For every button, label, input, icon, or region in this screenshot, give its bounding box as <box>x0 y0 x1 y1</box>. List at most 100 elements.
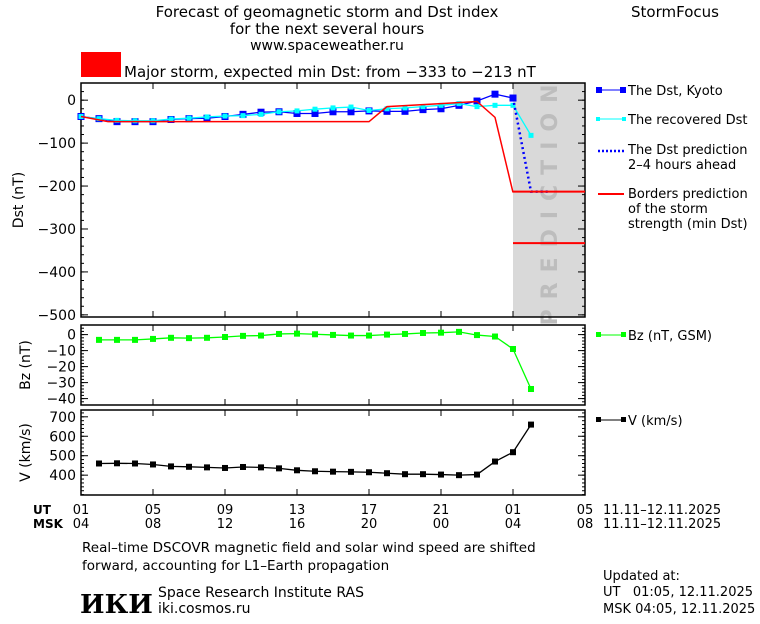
series-v-point <box>438 471 444 478</box>
y-axis-label: Bz (nT) <box>18 340 34 390</box>
legend-v: V (km/s) <box>596 414 683 429</box>
series-v-point <box>510 449 516 456</box>
series-bz-point <box>258 332 264 339</box>
legend-prediction-label-2: 2–4 hours ahead <box>628 158 736 173</box>
y-tick-label: −400 <box>38 265 76 281</box>
panel-frame <box>80 82 586 318</box>
updated-msk: MSK 04:05, 12.11.2025 <box>603 602 755 617</box>
time-axis: UT MSK 01 05 09 13 17 21 01 05 04 08 12 16 20 00 04 08… <box>33 503 721 532</box>
series-bz-point <box>114 336 120 343</box>
panel-frame <box>80 324 586 406</box>
series-v-point <box>204 464 210 471</box>
msk-date-range: 11.11–12.11.2025 <box>603 517 721 532</box>
series-recovered-point <box>276 109 282 115</box>
ut-tick-label: 01 <box>73 503 90 518</box>
series-bz-point <box>240 332 246 339</box>
series-v-point <box>150 461 156 468</box>
series-recovered-point <box>312 106 318 112</box>
legend-borders-label-2: of the storm <box>628 202 708 217</box>
ut-date-range: 11.11–12.11.2025 <box>603 503 721 518</box>
iki-logo: ИКИ <box>80 590 153 620</box>
series-dst_kyoto-point <box>311 109 319 117</box>
legend-borders: Borders prediction of the storm strength… <box>598 187 748 232</box>
series-bz-point <box>348 332 354 339</box>
series-v-point <box>420 471 426 478</box>
series-recovered-point <box>204 114 210 120</box>
series-dst_kyoto-point <box>419 106 427 114</box>
y-tick-label: 600 <box>49 429 76 445</box>
legend-dst-kyoto: The Dst, Kyoto <box>596 84 723 99</box>
series-v-point <box>186 463 192 470</box>
legend-bz-label: Bz (nT, GSM) <box>628 329 712 344</box>
series-v-point <box>330 468 336 475</box>
legend-recovered: The recovered Dst <box>596 113 747 128</box>
y-tick-label: −10 <box>46 344 76 360</box>
series-recovered-point <box>150 118 156 124</box>
series-bz-point <box>474 332 480 339</box>
series-recovered-point <box>456 101 462 107</box>
series-v-point <box>366 469 372 476</box>
series-bz-line <box>99 331 532 390</box>
prediction-zone-label: PREDICTION <box>538 75 563 326</box>
y-tick-label: 500 <box>49 449 76 465</box>
series-dst_kyoto-point <box>347 108 355 116</box>
storm-message: Major storm, expected min Dst: from −333… <box>124 63 537 81</box>
series-v-point <box>96 460 102 467</box>
series-v-point <box>240 463 246 470</box>
site-url[interactable]: www.spaceweather.ru <box>250 38 404 54</box>
y-tick-label: 700 <box>49 410 76 426</box>
series-v-point <box>312 468 318 475</box>
series-dst_kyoto-point <box>509 94 517 102</box>
msk-tick-label: 04 <box>505 517 522 532</box>
y-tick-label: −30 <box>46 376 76 392</box>
series-recovered-point <box>402 105 408 111</box>
series-recovered-point <box>348 104 354 110</box>
series-bz-point <box>366 332 372 339</box>
series-bz-point <box>492 333 498 340</box>
series-bz-point <box>312 331 318 338</box>
panel-1: 0−10−20−30−40 Bz (nT) <box>18 324 586 408</box>
institute-site[interactable]: iki.cosmos.ru <box>158 601 250 617</box>
legend-borders-label-3: strength (min Dst) <box>628 217 748 232</box>
panel-frame <box>80 409 586 496</box>
series-v-point <box>384 470 390 477</box>
y-tick-label: 0 <box>67 93 76 109</box>
series-recovered-point <box>510 102 516 108</box>
ut-tick-label: 01 <box>505 503 522 518</box>
series-bz-point <box>438 329 444 336</box>
series-bz-point <box>384 331 390 338</box>
series-bz-point <box>510 346 516 352</box>
msk-tick-label: 16 <box>289 517 306 532</box>
series-bz-point <box>186 335 192 342</box>
series-recovered-point <box>438 102 444 108</box>
series-v-point <box>258 464 264 471</box>
ut-tick-label: 05 <box>577 503 594 518</box>
series-v-point <box>132 460 138 467</box>
footer-note-1: Real–time DSCOVR magnetic field and sola… <box>82 540 536 556</box>
msk-tick-label: 08 <box>577 517 594 532</box>
panel-0: PREDICTION 0 −100 −200 −300 −400 −500 Dst (nT) <box>11 75 586 326</box>
ut-tick-label: 21 <box>433 503 450 518</box>
prediction-zone <box>513 83 585 317</box>
series-v-point <box>294 467 300 474</box>
series-bz-point <box>456 328 462 335</box>
y-tick-label: −200 <box>38 179 76 195</box>
series-bz-point <box>294 330 300 337</box>
legend-prediction: The Dst prediction 2–4 hours ahead <box>598 143 748 173</box>
footer-note-2: forward, accounting for L1–Earth propaga… <box>82 558 389 574</box>
msk-tick-label: 08 <box>145 517 162 532</box>
series-recovered-point <box>258 111 264 117</box>
msk-tick-label: 12 <box>217 517 234 532</box>
ut-tick-labels: 01 05 09 13 17 21 01 05 <box>73 503 594 518</box>
series-v-line <box>98 424 532 476</box>
msk-tick-labels: 04 08 12 16 20 00 04 08 <box>73 517 594 532</box>
y-axis-label: Dst (nT) <box>11 172 27 228</box>
series-recovered-point <box>222 113 228 119</box>
series-dst_kyoto-line <box>80 93 514 123</box>
series-bz-point <box>150 335 156 342</box>
series-v-point <box>222 464 228 471</box>
series-v-point <box>168 463 174 470</box>
series-recovered-point <box>240 113 246 119</box>
series-dst_kyoto-point <box>383 107 391 115</box>
series-dst_kyoto-point <box>401 107 409 115</box>
